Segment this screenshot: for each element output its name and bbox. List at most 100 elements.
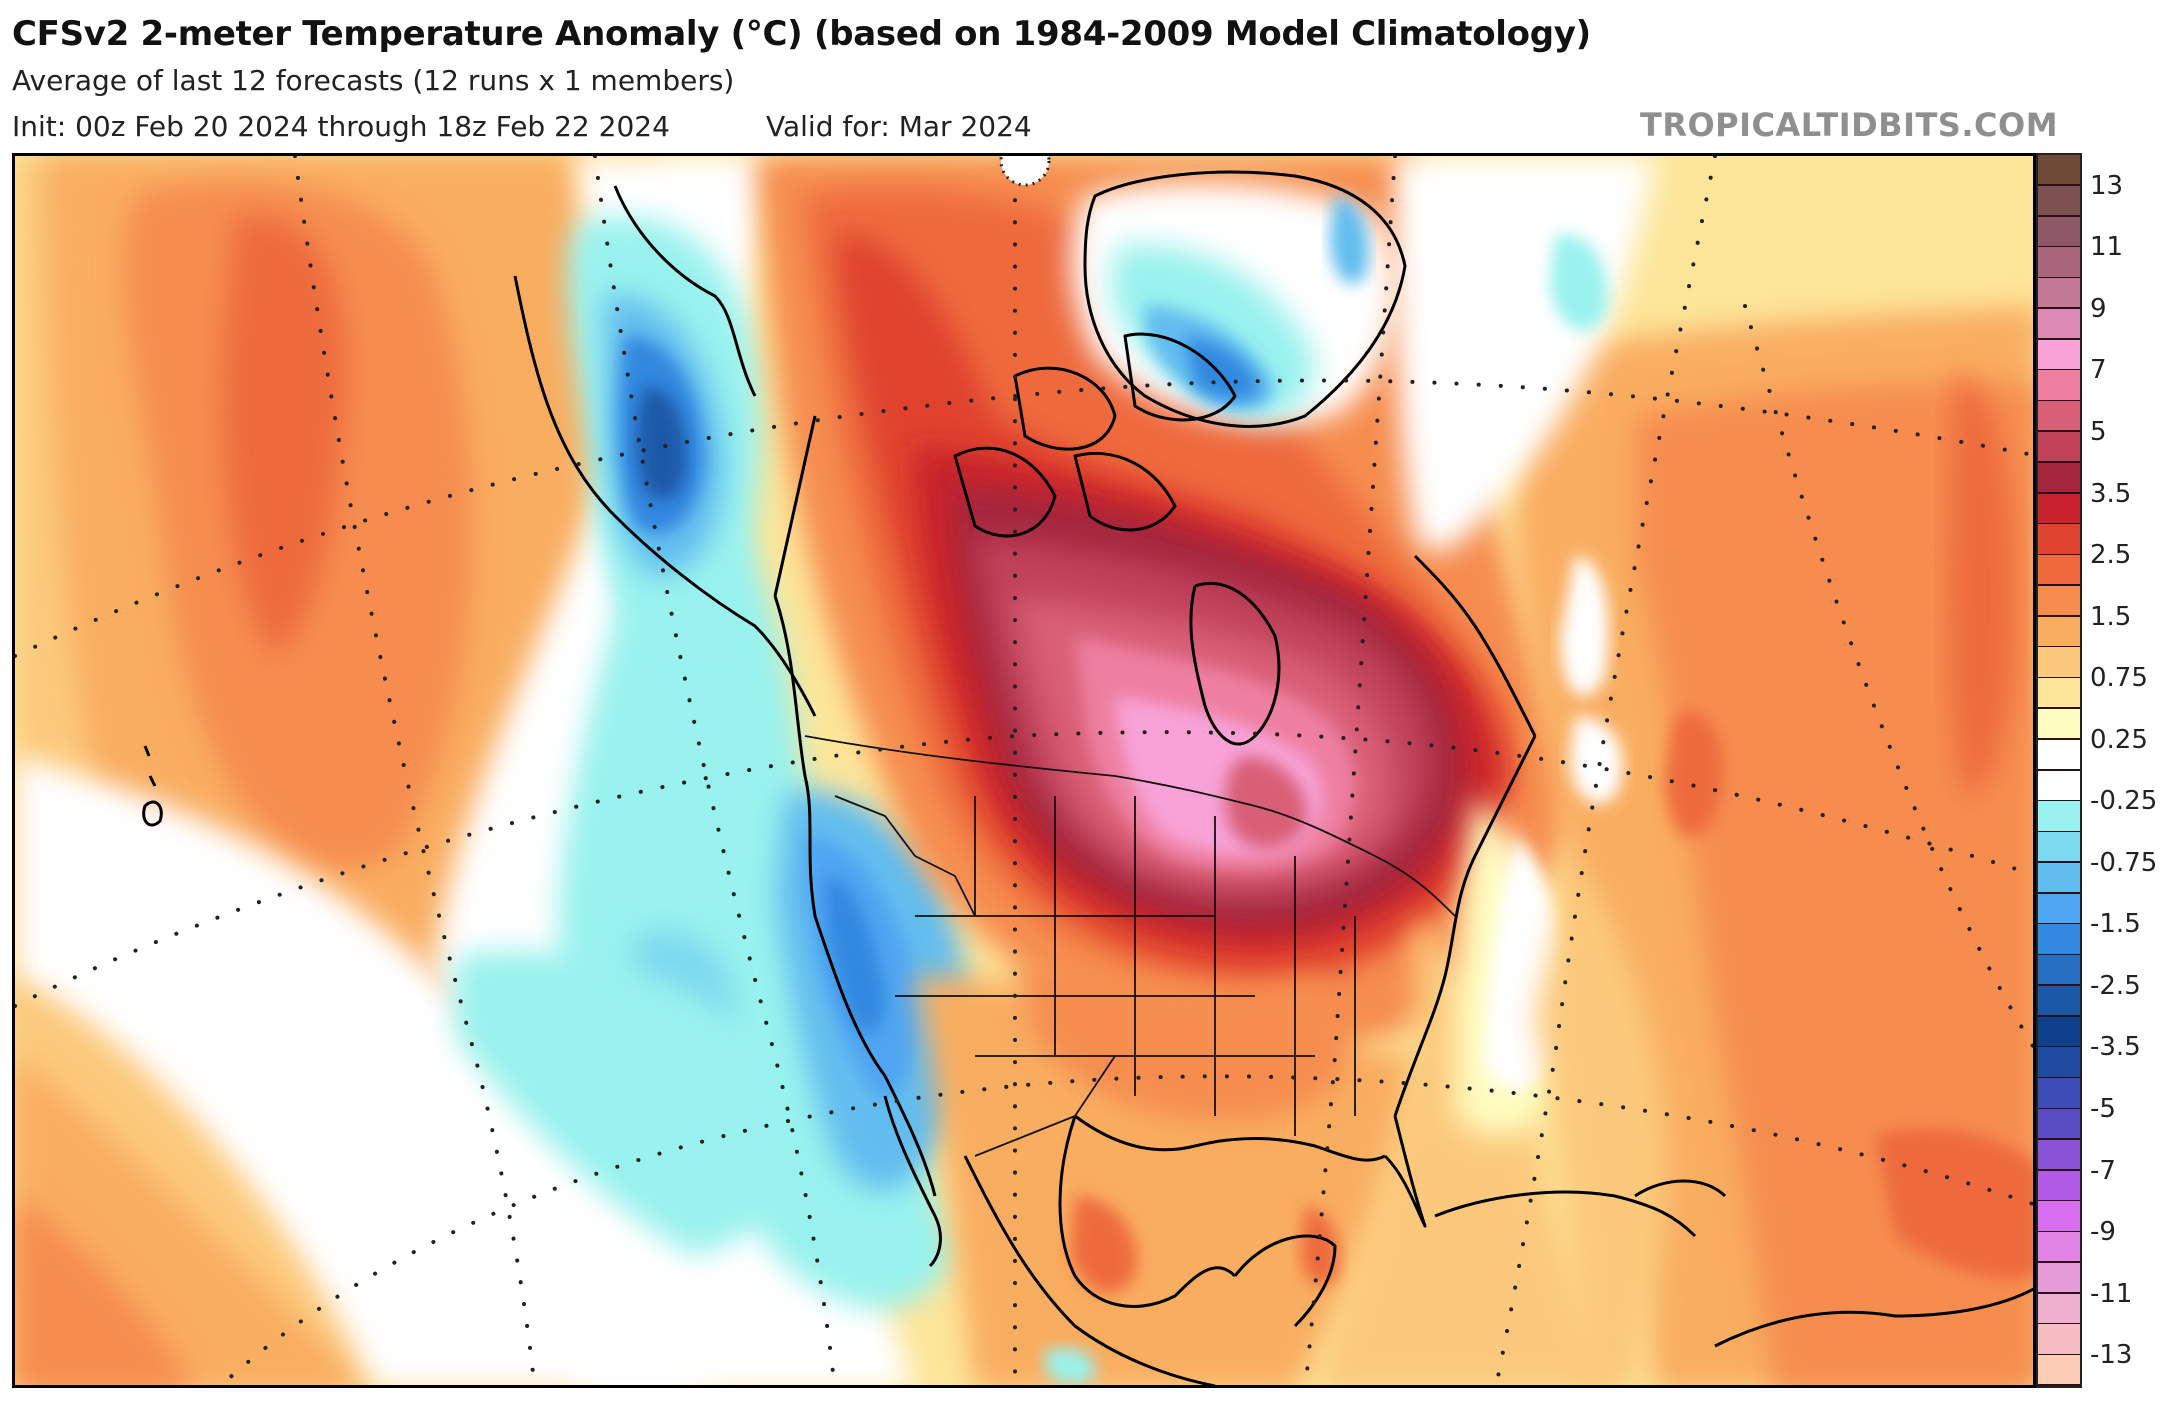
colorbar-band: 3 to 3.5 xyxy=(2038,493,2080,525)
coastline-segment xyxy=(1058,1115,1237,1308)
anomaly-contour--0.5_to_-0.25 xyxy=(1550,234,1608,331)
colorbar-band: -5 to -4 xyxy=(2038,1078,2080,1110)
colorbar-band: 12 to 13 xyxy=(2038,185,2080,218)
colorbar-band: 11 to 12 xyxy=(2038,216,2080,248)
coastlines xyxy=(142,170,2033,1385)
colorbar-band: 4 to 5 xyxy=(2038,431,2080,464)
coastline-segment xyxy=(1413,554,1537,737)
border-segment xyxy=(914,855,976,917)
border-segment xyxy=(974,1115,1076,1157)
colorbar-band: -0.5 to -0.25 xyxy=(2038,801,2080,833)
coastline-segment xyxy=(883,1095,942,1268)
colorbar-band: -0.25 to 0 xyxy=(2038,770,2080,802)
chart-title: CFSv2 2-meter Temperature Anomaly (°C) (… xyxy=(12,14,1591,54)
anomaly-fields xyxy=(15,156,2033,1385)
political-borders xyxy=(804,735,1456,1157)
coastline-segment xyxy=(1189,581,1281,746)
coastline-segment xyxy=(1383,1115,1427,1228)
graticule-line xyxy=(1303,156,1397,1385)
coastline-segment xyxy=(142,800,163,827)
colorbar-tick-label: 11 xyxy=(2090,232,2124,263)
colorbar-tick-label: -5 xyxy=(2090,1094,2116,1125)
colorbar-band: -10 to -9 xyxy=(2038,1232,2080,1264)
colorbar-tick-label: -3.5 xyxy=(2090,1032,2141,1063)
anomaly-contour-0_to_0.25 xyxy=(15,756,713,1385)
coastline-segment xyxy=(1073,451,1177,532)
colorbar-band: -7 to -6 xyxy=(2038,1139,2080,1172)
anomaly-contour-1.5_to_2 xyxy=(15,1196,192,1385)
colorbar-tick-label: 2.5 xyxy=(2090,540,2132,571)
colorbar-band: 0.25 to 0.5 xyxy=(2038,708,2080,741)
anomaly-contour--3_to_-2.5 xyxy=(637,386,686,500)
colorbar-band: -3.5 to -3 xyxy=(2038,1016,2080,1048)
colorbar-tick-label: 7 xyxy=(2090,355,2107,386)
colorbar-band: -1.5 to -1 xyxy=(2038,893,2080,925)
anomaly-map-svg xyxy=(15,156,2033,1385)
graticule-line xyxy=(15,378,2033,658)
colorbar-band: 10 to 11 xyxy=(2038,247,2080,279)
anomaly-contour-0_to_0.25 xyxy=(1560,556,1609,697)
anomaly-contour-5_to_6 xyxy=(1225,756,1307,849)
colorbar-band: -6 to -5 xyxy=(2038,1109,2080,1141)
coastline-segment xyxy=(773,415,817,597)
colorbar-band: -12 to -11 xyxy=(2038,1293,2080,1325)
colorbar-tick-label: 0.25 xyxy=(2090,724,2148,755)
colorbar-band: -2.5 to -2 xyxy=(2038,955,2080,987)
colorbar-band: -2 to -1.5 xyxy=(2038,924,2080,956)
coastline-segment xyxy=(1083,170,1407,428)
anomaly-contour-2_to_2.5 xyxy=(1948,376,2015,796)
anomaly-contour--2_to_-1.5 xyxy=(824,876,885,1034)
coastline-segment xyxy=(1074,1114,1386,1162)
colorbar-tick-label: -9 xyxy=(2090,1217,2116,1248)
anomaly-contour-0.75_to_1 xyxy=(1535,856,1668,1385)
anomaly-contour-2_to_2.5 xyxy=(1300,1206,1341,1287)
colorbar-band: 2 to 2.5 xyxy=(2038,555,2080,587)
border-segment xyxy=(1074,1055,1116,1117)
coastline-segment xyxy=(1714,1287,2033,1348)
colorbar-tick-label: -0.25 xyxy=(2090,786,2158,817)
coastline-segment xyxy=(963,1155,1216,1385)
colorbar-band: -1 to -0.75 xyxy=(2038,862,2080,895)
colorbar-band: 1 to 1.5 xyxy=(2038,616,2080,648)
colorbar-band: 0.5 to 0.75 xyxy=(2038,678,2080,710)
colorbar-band: -3 to -2.5 xyxy=(2038,985,2080,1018)
colorbar-tick-label: 0.75 xyxy=(2090,663,2148,694)
coastline-segment xyxy=(953,446,1057,538)
colorbar-tick-label: -7 xyxy=(2090,1155,2116,1186)
coastline-segment xyxy=(1123,332,1237,422)
colorbar-band: -8 to -7 xyxy=(2038,1170,2080,1202)
colorbar-band: <-13 xyxy=(2038,1355,2080,1387)
colorbar-band: 2.5 to 3 xyxy=(2038,524,2080,556)
colorbar-band: -4 to -3.5 xyxy=(2038,1047,2080,1079)
border-segment xyxy=(834,795,916,857)
north-pole-marker xyxy=(999,156,1051,187)
colorbar-band: -9 to -8 xyxy=(2038,1201,2080,1233)
colorbar-tick-label: 5 xyxy=(2090,416,2107,447)
coastline-segment xyxy=(1434,1190,1697,1238)
anomaly-contour-2_to_2.5 xyxy=(1070,1196,1137,1294)
chart-subtitle: Average of last 12 forecasts (12 runs x … xyxy=(12,64,735,97)
colorbar-band: 6 to 7 xyxy=(2038,370,2080,402)
coastline-segment xyxy=(143,745,151,757)
colorbar-tick-label: 13 xyxy=(2090,170,2124,201)
coastline-segment xyxy=(513,275,817,717)
graticule-line xyxy=(293,156,537,1385)
anomaly-contour-2_to_2.5 xyxy=(1875,1127,2033,1279)
anomaly-contour--2_to_-1.5 xyxy=(1185,336,1260,401)
colorbar-band: 7 to 8 xyxy=(2038,339,2080,371)
north-pole-circle xyxy=(999,156,1051,187)
colorbar-band: -13 to -12 xyxy=(2038,1324,2080,1356)
colorbar-band: >13 xyxy=(2038,155,2080,187)
colorbar-tick-label: -1.5 xyxy=(2090,909,2141,940)
colorbar-tick-label: -2.5 xyxy=(2090,970,2141,1001)
anomaly-map xyxy=(12,153,2036,1388)
colorbar-tick-label: -11 xyxy=(2090,1278,2133,1309)
graticule-line xyxy=(593,156,837,1385)
anomaly-contour--0.5_to_-0.25 xyxy=(455,951,819,1256)
colorbar-band: 3.5 to 4 xyxy=(2038,462,2080,495)
coastline-segment xyxy=(1393,735,1537,1117)
colorbar-band: 1.5 to 2 xyxy=(2038,585,2080,618)
coastline-segment xyxy=(773,595,937,1197)
colorbar-band: -0.75 to -0.5 xyxy=(2038,832,2080,864)
